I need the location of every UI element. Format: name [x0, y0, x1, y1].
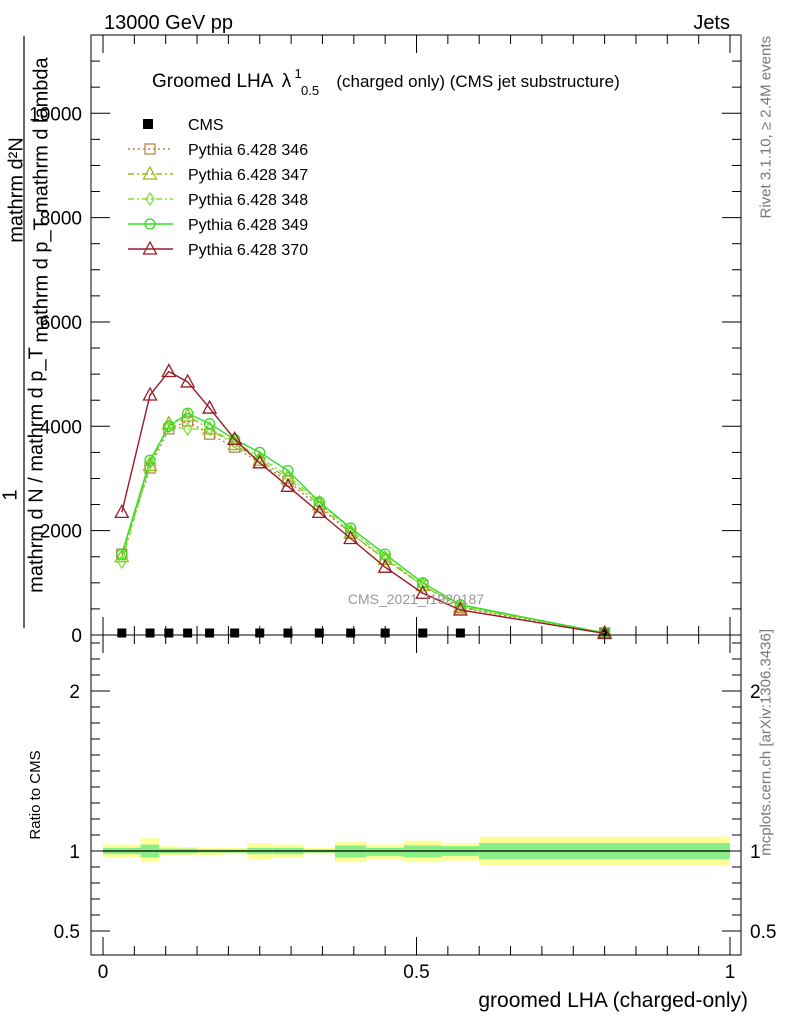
y-label-numerator-2: mathrm d p_T mathrm d lambda [30, 56, 52, 342]
y-tick-label: 0 [71, 626, 82, 647]
ratio-plot-frame [90, 634, 742, 956]
series-marker [313, 496, 325, 508]
series-marker [163, 420, 175, 432]
cms-data-point [346, 628, 356, 638]
series-marker [182, 421, 193, 437]
legend-series-label: Pythia 6.428 347 [188, 167, 308, 184]
y-tick-label: 2000 [40, 522, 82, 543]
ratio-bands [103, 836, 730, 866]
jets-label: Jets [693, 12, 730, 34]
cms-data-point [255, 628, 265, 638]
ratio-y-tick-label-right: 0.5 [750, 922, 776, 943]
main-axes: 0 2000 4000 6000 8000 10000 [29, 34, 741, 647]
cms-data-point [183, 628, 193, 638]
series-marker [144, 218, 156, 230]
legend-series-label: Pythia 6.428 346 [188, 142, 308, 159]
series-marker [145, 455, 155, 470]
series-marker [144, 143, 156, 155]
cms-data-point [418, 628, 428, 638]
cms-data-point [314, 628, 324, 638]
y-label-one: 1 [0, 489, 21, 500]
series-line [121, 412, 605, 634]
x-axis-label: groomed LHA (charged-only) [478, 989, 748, 1012]
legend: CMS Pythia 6.428 346 Pythia 6.428 347 Pythi… [128, 117, 308, 259]
series-marker [117, 554, 127, 570]
series-marker [282, 465, 294, 477]
legend-series-label: Pythia 6.428 349 [188, 217, 308, 234]
series-marker [252, 454, 268, 469]
energy-label: 13000 GeV pp [104, 12, 233, 34]
main-data [114, 363, 613, 641]
ratio-y-label: Ratio to CMS [27, 750, 44, 839]
series-marker [142, 386, 158, 401]
series-marker [345, 523, 356, 538]
series-marker [203, 418, 216, 430]
y-tick-label: 8000 [40, 209, 82, 230]
x-tick-label: 0 [98, 962, 109, 983]
series-line [121, 370, 605, 635]
series-marker [180, 373, 196, 388]
ratio-inner-band [366, 847, 404, 856]
ratio-y-tick-label-right: 2 [750, 682, 761, 703]
y-label-numerator: mathrm d²N [5, 137, 27, 243]
ratio-y-tick-label-left: 2 [69, 682, 80, 703]
series-marker [144, 454, 156, 466]
ratio-y-tick-label-left: 1 [69, 842, 80, 863]
legend-series-label: Pythia 6.428 370 [188, 242, 308, 259]
y-tick-label: 6000 [40, 313, 82, 334]
series-marker [254, 446, 266, 459]
series-marker [452, 601, 468, 616]
analysis-watermark: CMS_2021_I1920187 [348, 591, 484, 607]
series-marker [204, 421, 215, 437]
series-marker [114, 504, 130, 519]
series-marker [145, 191, 155, 207]
cms-data-point [455, 628, 465, 638]
series-marker [142, 240, 158, 255]
series-marker [181, 407, 194, 419]
series-marker [161, 363, 177, 378]
legend-series-label: Pythia 6.428 348 [188, 192, 308, 209]
series-marker [311, 504, 327, 519]
y-label-denominator: mathrm d N / mathrm d p_T [25, 347, 47, 593]
cms-data-point [230, 628, 240, 638]
legend-cms-label: CMS [188, 117, 224, 134]
series-marker [380, 549, 390, 564]
cms-data-point [380, 628, 390, 638]
series-marker [227, 430, 243, 445]
ratio-y-tick-label-left: 0.5 [54, 922, 80, 943]
series-marker [417, 578, 428, 593]
plot-title: Groomed LHA λ 1 0.5 (charged only) (CMS … [152, 62, 620, 100]
y-tick-label: 4000 [40, 417, 82, 438]
series-marker [417, 577, 429, 589]
ratio-axes: 0.5 0.5 1 1 2 2 0 0.5 1 [54, 635, 776, 983]
y-axis-label: mathrm d²N mathrm d p_T mathrm d lambda … [0, 36, 52, 628]
cms-data-point [205, 628, 215, 638]
x-tick-label: 1 [725, 962, 736, 983]
series-marker [116, 548, 128, 560]
series-marker [201, 399, 218, 414]
series-marker [345, 522, 357, 534]
cms-data-point [145, 628, 155, 638]
mcplots-label: mcplots.cern.ch [arXiv:1306.3436] [757, 629, 774, 856]
series-marker [280, 477, 296, 492]
y-tick-label: 10000 [29, 104, 82, 125]
legend-cms-marker [143, 119, 153, 129]
x-tick-label: 0.5 [403, 962, 429, 983]
series-marker [142, 165, 158, 180]
ratio-y-tick-label-right: 1 [750, 842, 761, 863]
rivet-label: Rivet 3.1.10, ≥ 2.4M events [757, 36, 774, 219]
cms-data-point [283, 628, 293, 638]
series-marker [343, 530, 359, 545]
cms-data-point [164, 628, 174, 638]
cms-data-point [117, 628, 127, 638]
series-marker [415, 584, 431, 599]
series-marker [377, 558, 393, 573]
